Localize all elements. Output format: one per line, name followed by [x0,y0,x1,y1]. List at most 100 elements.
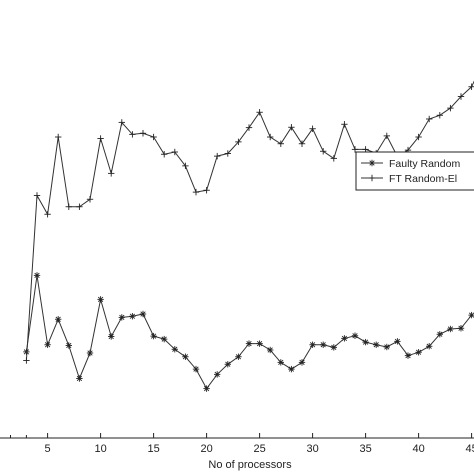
data-point [341,335,348,342]
data-point [298,359,306,366]
axes: 5 10 15 20 25 30 35 40 45 [0,433,474,455]
data-point [129,313,136,320]
data-point [288,365,295,373]
data-point [76,375,83,382]
data-point [351,146,359,153]
data-point [139,130,147,137]
x-tick-label: 30 [306,443,318,455]
data-point [108,170,115,177]
data-point [288,124,295,131]
data-point [351,332,359,339]
data-point [108,333,115,340]
data-point [139,310,147,318]
data-point [436,112,443,119]
data-point [373,341,380,348]
data-point [86,349,94,357]
data-point [23,357,30,364]
data-point [426,343,433,350]
data-point [97,296,104,303]
data-point [161,151,168,158]
legend-entry: Faulty Random [389,158,460,170]
data-point [55,133,62,141]
data-point [224,361,231,368]
data-point [33,272,41,279]
data-point [161,335,168,343]
x-tick-label: 15 [147,443,159,455]
data-point [192,365,200,373]
data-point [192,188,200,196]
data-point [277,140,284,147]
data-point [235,353,242,360]
x-tick-label: 35 [359,443,371,455]
series-line [25,275,472,390]
data-point [404,352,412,359]
legend-entry: FT Random-El [389,173,457,185]
data-point [320,148,327,155]
data-point [118,314,125,321]
data-point [150,133,157,141]
data-point [309,341,316,348]
data-point [256,340,263,347]
x-tick-label: 40 [412,443,424,455]
data-point [457,93,465,100]
data-point [182,353,189,360]
data-point [224,150,231,157]
data-point [65,342,72,349]
data-point [267,133,274,141]
data-point [468,311,474,319]
x-axis-label: No of processors [208,459,292,471]
series-line [25,80,474,361]
data-point [309,125,316,132]
data-point [150,332,157,340]
data-point [214,371,221,378]
data-point [182,162,189,170]
data-point [129,131,136,138]
legend: Faulty Random FT Random-El [355,151,474,191]
data-point [214,152,221,160]
legend-marker [368,174,376,182]
data-point [383,343,390,351]
data-point [457,325,465,332]
data-point [330,344,337,351]
x-tick-label: 10 [94,443,106,455]
data-point [235,138,242,146]
data-point [394,338,401,345]
data-point [55,316,62,323]
series-2 [23,80,474,364]
data-point [86,196,94,203]
x-tick-label: 25 [253,443,265,455]
data-point [320,341,327,348]
data-point [415,349,422,356]
data-point [447,325,454,333]
data-point [415,133,422,141]
series-layer [23,80,474,392]
data-point [118,119,125,126]
data-point [341,121,348,128]
data-point [362,338,369,346]
data-point [33,192,41,199]
data-point [97,135,104,142]
x-tick-label: 20 [200,443,212,455]
data-point [203,187,210,194]
data-point [65,203,72,210]
data-point [245,340,253,347]
data-point [203,385,210,392]
legend-box [355,151,474,191]
data-point [330,155,337,162]
data-point [383,132,390,140]
data-point [447,104,454,112]
data-point [267,346,274,354]
data-point [256,109,263,116]
data-point [436,331,443,338]
legend-marker [368,159,376,167]
data-point [44,211,51,218]
series-1 [23,272,474,392]
x-tick-label: 45 [465,443,474,455]
data-point [44,341,51,348]
data-point [245,124,253,131]
x-tick-label: 5 [45,443,51,455]
data-point [171,346,178,353]
data-point [76,203,83,210]
data-point [426,115,433,123]
